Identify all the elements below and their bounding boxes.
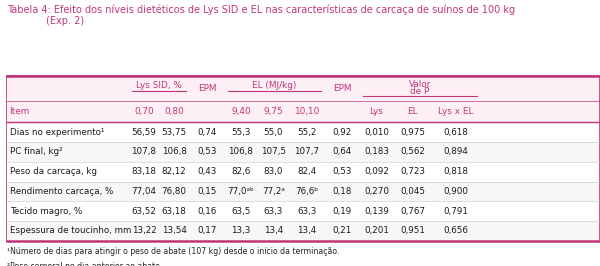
Text: 0,16: 0,16 [197, 207, 217, 216]
Text: 0,894: 0,894 [443, 147, 469, 156]
Text: 106,8: 106,8 [229, 147, 253, 156]
Text: Dias no experimento¹: Dias no experimento¹ [10, 128, 104, 137]
Text: 82,6: 82,6 [231, 167, 251, 176]
Bar [7, 162, 599, 181]
Text: 10,10: 10,10 [294, 107, 320, 116]
Text: 0,092: 0,092 [364, 167, 389, 176]
Text: Rendimento carcaça, %: Rendimento carcaça, % [10, 187, 113, 196]
Text: 0,900: 0,900 [443, 187, 469, 196]
Text: 77,04: 77,04 [131, 187, 157, 196]
Text: Tabela 4: Efeito dos níveis dietéticos de Lys SID e EL nas características de ca: Tabela 4: Efeito dos níveis dietéticos d… [7, 5, 515, 15]
Bar [7, 181, 599, 201]
Text: 107,7: 107,7 [295, 147, 319, 156]
Text: 0,17: 0,17 [197, 226, 217, 235]
Text: EPM: EPM [333, 84, 351, 93]
Text: Tecido magro, %: Tecido magro, % [10, 207, 82, 216]
Text: 55,0: 55,0 [263, 128, 283, 137]
Text: 0,010: 0,010 [364, 128, 389, 137]
Text: 0,74: 0,74 [197, 128, 217, 137]
Text: 0,818: 0,818 [443, 167, 469, 176]
Text: 63,18: 63,18 [161, 207, 187, 216]
Text: 63,52: 63,52 [131, 207, 157, 216]
Text: 107,5: 107,5 [261, 147, 286, 156]
Text: 55,3: 55,3 [231, 128, 251, 137]
Text: 76,80: 76,80 [161, 187, 187, 196]
Text: 76,6ᵇ: 76,6ᵇ [295, 187, 319, 196]
Text: 63,3: 63,3 [297, 207, 317, 216]
Text: 13,54: 13,54 [161, 226, 187, 235]
Text: 0,70: 0,70 [134, 107, 154, 116]
Text: 9,75: 9,75 [263, 107, 283, 116]
Text: 63,5: 63,5 [231, 207, 251, 216]
Text: Espessura de toucinho, mm: Espessura de toucinho, mm [10, 226, 131, 235]
Bar [7, 76, 599, 101]
Text: 13,4: 13,4 [297, 226, 317, 235]
Text: 82,4: 82,4 [297, 167, 317, 176]
Bar [7, 221, 599, 241]
Text: 0,139: 0,139 [364, 207, 389, 216]
Bar [7, 201, 599, 221]
Text: EL (MJ/kg): EL (MJ/kg) [253, 81, 296, 90]
Text: 0,18: 0,18 [332, 187, 352, 196]
Text: (Exp. 2): (Exp. 2) [46, 16, 84, 26]
Text: 0,618: 0,618 [443, 128, 469, 137]
Text: 13,22: 13,22 [131, 226, 157, 235]
Text: 55,2: 55,2 [297, 128, 317, 137]
Text: 0,64: 0,64 [332, 147, 352, 156]
Text: 0,656: 0,656 [443, 226, 469, 235]
Text: 56,59: 56,59 [131, 128, 157, 137]
Bar [7, 76, 599, 241]
Text: 0,562: 0,562 [400, 147, 425, 156]
Text: 0,723: 0,723 [400, 167, 425, 176]
Text: 83,0: 83,0 [263, 167, 283, 176]
Text: 63,3: 63,3 [263, 207, 283, 216]
Text: 0,951: 0,951 [400, 226, 425, 235]
Text: Valor: Valor [409, 80, 431, 89]
Text: 0,92: 0,92 [332, 128, 352, 137]
Text: 77,0ᵃᵇ: 77,0ᵃᵇ [227, 187, 254, 196]
Text: 106,8: 106,8 [161, 147, 187, 156]
Text: Lys x EL: Lys x EL [439, 107, 473, 116]
Text: 0,53: 0,53 [332, 167, 352, 176]
Text: 0,791: 0,791 [443, 207, 469, 216]
Text: 13,3: 13,3 [231, 226, 251, 235]
Text: 0,975: 0,975 [400, 128, 425, 137]
Text: 83,18: 83,18 [131, 167, 157, 176]
Text: 0,43: 0,43 [197, 167, 217, 176]
Text: Item: Item [10, 107, 30, 116]
Bar [7, 101, 599, 122]
Text: 77,2ᵃ: 77,2ᵃ [262, 187, 285, 196]
Text: EPM: EPM [198, 84, 216, 93]
Text: 107,8: 107,8 [131, 147, 157, 156]
Text: Lys: Lys [370, 107, 383, 116]
Text: 0,045: 0,045 [400, 187, 425, 196]
Text: 53,75: 53,75 [161, 128, 187, 137]
Text: 0,767: 0,767 [400, 207, 425, 216]
Text: 0,53: 0,53 [197, 147, 217, 156]
Text: Lys SID, %: Lys SID, % [136, 81, 182, 90]
Text: ¹Número de dias para atingir o peso de abate (107 kg) desde o início da terminaç: ¹Número de dias para atingir o peso de a… [7, 247, 340, 256]
Text: 82,12: 82,12 [161, 167, 187, 176]
Text: 13,4: 13,4 [263, 226, 283, 235]
Text: 0,183: 0,183 [364, 147, 389, 156]
Text: de P: de P [410, 87, 430, 95]
Text: PC final, kg²: PC final, kg² [10, 147, 62, 156]
Bar [7, 142, 599, 162]
Text: 0,201: 0,201 [364, 226, 389, 235]
Text: Peso da carcaça, kg: Peso da carcaça, kg [10, 167, 97, 176]
Text: 0,80: 0,80 [164, 107, 184, 116]
Text: ²Peso corporal no dia anterior ao abate.: ²Peso corporal no dia anterior ao abate. [7, 262, 163, 266]
Bar [7, 122, 599, 142]
Text: 9,40: 9,40 [231, 107, 251, 116]
Text: 0,15: 0,15 [197, 187, 217, 196]
Text: 0,270: 0,270 [364, 187, 389, 196]
Text: 0,21: 0,21 [332, 226, 352, 235]
Text: 0,19: 0,19 [332, 207, 352, 216]
Text: EL: EL [407, 107, 418, 116]
